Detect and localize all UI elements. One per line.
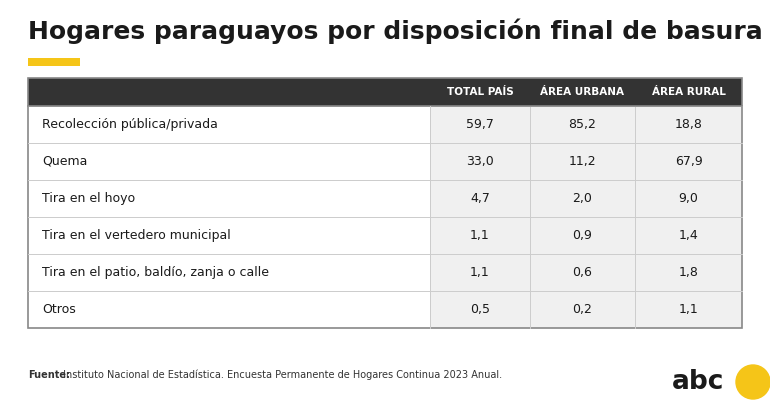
Text: Recolección pública/privada: Recolección pública/privada (42, 118, 218, 131)
Text: 67,9: 67,9 (675, 155, 702, 168)
Bar (28, 217, 430, 254)
Bar (430, 106, 742, 143)
Text: 85,2: 85,2 (568, 118, 597, 131)
Text: 2,0: 2,0 (573, 192, 592, 205)
Bar (430, 180, 742, 217)
Text: Instituto Nacional de Estadística. Encuesta Permanente de Hogares Continua 2023 : Instituto Nacional de Estadística. Encue… (60, 370, 502, 381)
Text: Tira en el vertedero municipal: Tira en el vertedero municipal (42, 229, 231, 242)
Text: Quema: Quema (42, 155, 87, 168)
Text: 11,2: 11,2 (569, 155, 596, 168)
Text: Hogares paraguayos por disposición final de basura: Hogares paraguayos por disposición final… (28, 18, 763, 43)
Bar (430, 254, 742, 291)
Text: 0,9: 0,9 (573, 229, 592, 242)
Text: 1,1: 1,1 (678, 303, 698, 316)
Text: TOTAL PAÍS: TOTAL PAÍS (447, 87, 514, 97)
Text: Tira en el hoyo: Tira en el hoyo (42, 192, 135, 205)
Bar (28, 106, 430, 143)
Bar (430, 143, 742, 180)
Text: 0,6: 0,6 (573, 266, 592, 279)
Text: 0,5: 0,5 (470, 303, 490, 316)
Text: ÁREA URBANA: ÁREA URBANA (541, 87, 624, 97)
Bar (430, 291, 742, 328)
Bar (28, 291, 430, 328)
Circle shape (736, 365, 770, 399)
Text: 0,2: 0,2 (573, 303, 592, 316)
Text: Tira en el patio, baldío, zanja o calle: Tira en el patio, baldío, zanja o calle (42, 266, 269, 279)
Text: 18,8: 18,8 (675, 118, 702, 131)
Bar (28, 78, 742, 106)
Text: 1,4: 1,4 (678, 229, 698, 242)
Text: 4,7: 4,7 (470, 192, 490, 205)
Bar (28, 58, 80, 66)
Bar (28, 143, 430, 180)
Text: abc: abc (672, 369, 725, 395)
Text: ÁREA RURAL: ÁREA RURAL (651, 87, 725, 97)
Text: 1,1: 1,1 (470, 229, 490, 242)
Text: 1,8: 1,8 (678, 266, 698, 279)
Bar (28, 78, 742, 328)
Bar (430, 217, 742, 254)
Text: 9,0: 9,0 (678, 192, 698, 205)
Bar (28, 180, 430, 217)
Text: 59,7: 59,7 (466, 118, 494, 131)
Text: 33,0: 33,0 (466, 155, 494, 168)
Text: Fuente:: Fuente: (28, 370, 70, 380)
Text: 1,1: 1,1 (470, 266, 490, 279)
Bar (28, 254, 430, 291)
Text: Otros: Otros (42, 303, 75, 316)
